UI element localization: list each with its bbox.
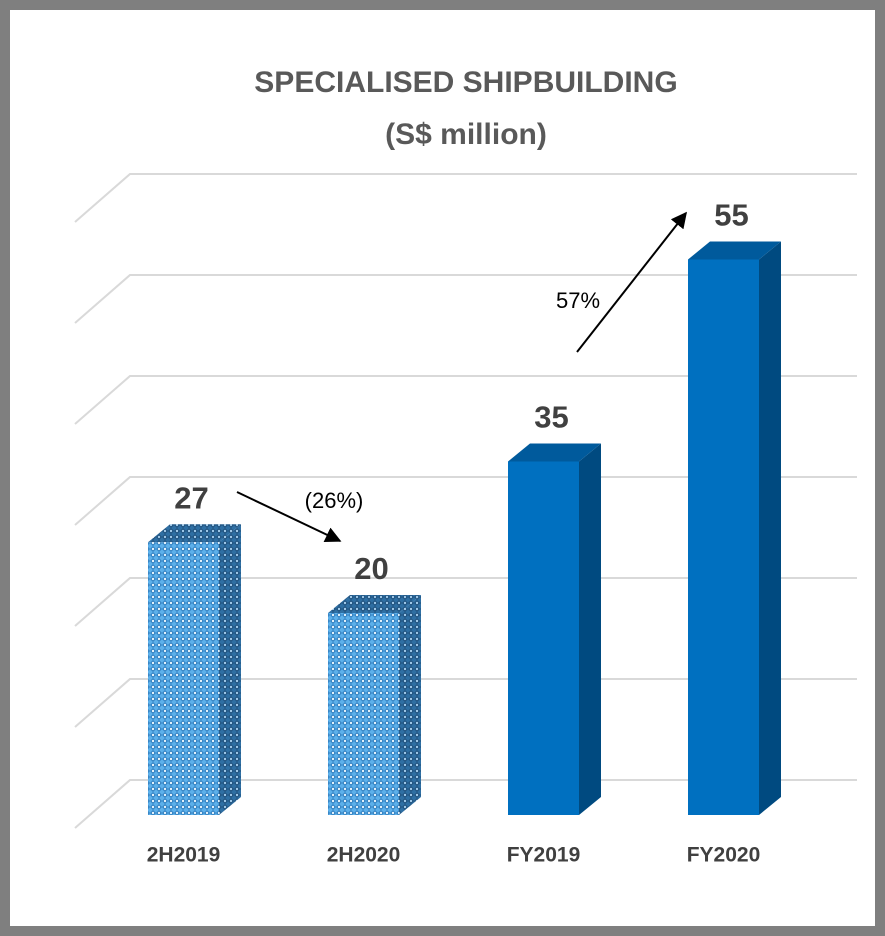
grid-line [74, 173, 857, 223]
growth-arrow [576, 211, 687, 353]
grid-line [74, 577, 857, 627]
value-label: 27 [174, 480, 208, 515]
bar-top [688, 241, 781, 260]
annotation: 57% [556, 288, 600, 313]
decline-arrow [236, 491, 342, 543]
bar-top [148, 524, 241, 543]
x-tick-label: FY2019 [507, 844, 581, 867]
x-tick-label: 2H2019 [147, 844, 221, 867]
bar-side [759, 241, 781, 815]
value-label: 35 [534, 400, 568, 435]
bar [688, 241, 781, 815]
chart-subtitle: (S$ million) [385, 118, 547, 151]
grid [74, 173, 857, 829]
bar-side [399, 595, 421, 815]
grid-line [74, 678, 857, 728]
bar-front [688, 259, 759, 815]
bar-front [328, 613, 399, 815]
bar [508, 443, 601, 815]
bar-top [328, 595, 421, 613]
value-label: 55 [714, 198, 748, 233]
annotation: (26%) [305, 488, 364, 513]
chart-title: SPECIALISED SHIPBUILDING [254, 66, 677, 99]
grid-line [74, 274, 857, 324]
grid-line [74, 375, 857, 425]
bar [148, 524, 241, 815]
grid-line [74, 779, 857, 829]
bar-front [148, 542, 219, 815]
x-tick-label: FY2020 [687, 844, 761, 867]
bar-front [508, 461, 579, 815]
bar-top [508, 443, 601, 462]
value-label: 20 [354, 551, 388, 586]
bar-side [579, 443, 601, 815]
bars: 2H2019 27 2H2020 20 FY2019 35 FY2020 55 [147, 198, 781, 867]
x-tick-label: 2H2020 [327, 844, 401, 867]
grid-line [74, 476, 857, 526]
bar [328, 595, 421, 815]
bar-side [219, 524, 241, 815]
